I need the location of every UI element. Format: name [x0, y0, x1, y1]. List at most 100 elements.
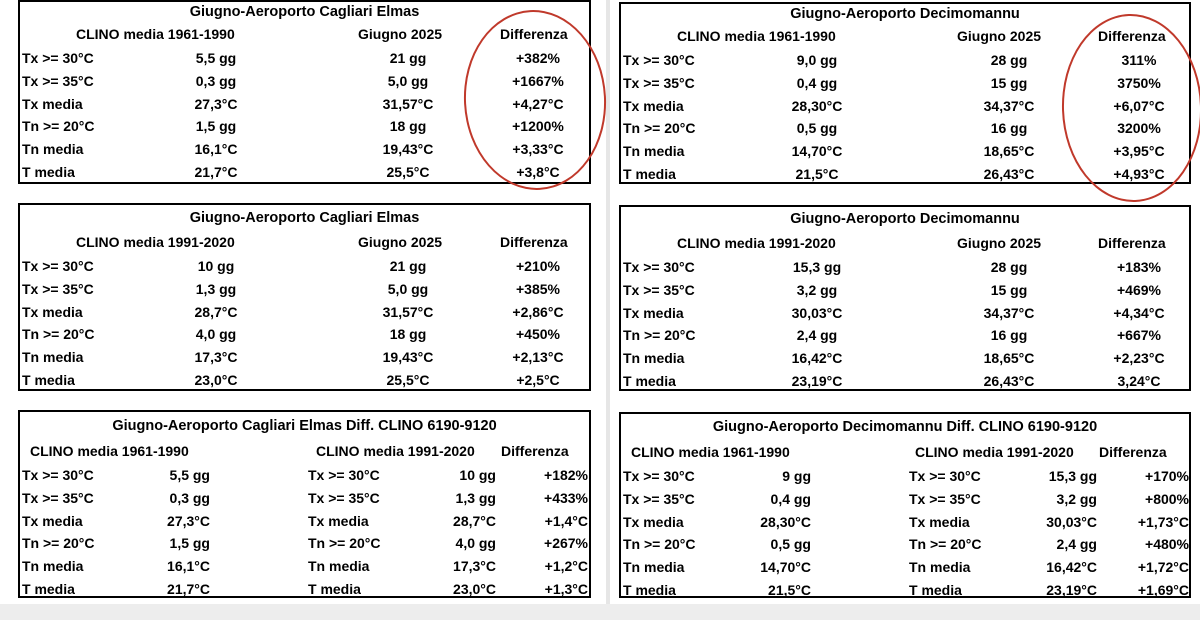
giugno-value: 34,37°C: [983, 97, 1035, 114]
table-row: Tn >= 20°C 0,5 gg Tn >= 20°C 2,4 gg +480%: [621, 533, 1189, 555]
clino-1991-value: 30,03°C: [1046, 513, 1097, 530]
row-label: T media: [22, 164, 75, 180]
table-row: Tn media 14,70°C 18,65°C +3,95°C: [621, 140, 1189, 162]
row-label: T media: [623, 166, 676, 182]
page-divider: [606, 0, 610, 620]
differenza-value: 311%: [1121, 52, 1157, 68]
row-label: Tx >= 30°C: [22, 50, 94, 66]
row-label-1991: Tn >= 20°C: [909, 536, 982, 553]
differenza-value: +3,33°C: [512, 141, 564, 158]
table-row: Tn >= 20°C 1,5 gg 18 gg +1200%: [20, 115, 589, 137]
table-row: Tx media 28,30°C Tx media 30,03°C +1,73°C: [621, 511, 1189, 533]
clino-1961-value: 9 gg: [782, 468, 811, 484]
table-row: Tn media 16,1°C Tn media 17,3°C +1,2°C: [20, 555, 589, 577]
clino-1961-value: 27,3°C: [167, 512, 210, 529]
table-cagliari-1991-2020: Giugno-Aeroporto Cagliari Elmas CLINO me…: [18, 203, 591, 391]
clino-value: 21,5°C: [795, 166, 839, 182]
row-label: Tx >= 35°C: [22, 72, 94, 89]
header-giugno: Giugno 2025: [957, 28, 1042, 44]
clino-value: 0,4 gg: [796, 74, 838, 91]
table-row: Tn >= 20°C 4,0 gg 18 gg +450%: [20, 323, 589, 345]
differenza-value: +382%: [516, 50, 560, 66]
clino-value: 1,3 gg: [195, 280, 237, 297]
table-row: Tx media 28,7°C 31,57°C +2,86°C: [20, 301, 589, 323]
row-label-1961: T media: [22, 581, 75, 597]
header-differenza: Differenza: [501, 443, 569, 459]
differenza-value: +170%: [1145, 468, 1189, 484]
row-label: T media: [623, 373, 676, 389]
differenza-value: +3,8°C: [516, 164, 560, 180]
row-label: Tx media: [22, 95, 83, 112]
table-row: Tn media 16,1°C 19,43°C +3,33°C: [20, 138, 589, 160]
header-clino: CLINO media 1961-1990: [677, 28, 836, 44]
table-row: T media 21,5°C 26,43°C +4,93°C: [621, 163, 1189, 185]
clino-value: 28,7°C: [194, 303, 238, 320]
differenza-value: +182%: [544, 467, 588, 483]
giugno-value: 26,43°C: [983, 166, 1035, 182]
table-decimomannu-diff-clino: Giugno-Aeroporto Decimomannu Diff. CLINO…: [619, 412, 1191, 598]
giugno-value: 16 gg: [990, 120, 1028, 137]
clino-1991-value: 1,3 gg: [455, 489, 496, 506]
differenza-value: +2,86°C: [512, 303, 564, 320]
clino-value: 30,03°C: [791, 304, 843, 321]
table-row: Tx >= 30°C 5,5 gg 21 gg +382%: [20, 47, 589, 69]
row-label-1961: Tx >= 30°C: [22, 467, 94, 483]
row-label: Tn >= 20°C: [623, 327, 696, 344]
table-row: T media 21,7°C T media 23,0°C +1,3°C: [20, 578, 589, 600]
clino-value: 2,4 gg: [796, 327, 838, 344]
giugno-value: 28 gg: [990, 259, 1028, 275]
row-label: Tx >= 30°C: [623, 259, 695, 275]
differenza-value: +1,2°C: [544, 558, 588, 575]
clino-value: 17,3°C: [194, 349, 238, 366]
differenza-value: +4,27°C: [512, 95, 564, 112]
giugno-value: 28 gg: [990, 52, 1028, 68]
table-row: Tn >= 20°C 0,5 gg 16 gg 3200%: [621, 117, 1189, 139]
row-label-1991: Tx >= 35°C: [909, 490, 981, 507]
giugno-value: 19,43°C: [382, 141, 434, 158]
differenza-value: +3,95°C: [1113, 143, 1165, 160]
clino-value: 28,30°C: [791, 97, 843, 114]
row-label: Tn >= 20°C: [623, 120, 696, 137]
differenza-value: +1,69°C: [1137, 582, 1189, 598]
row-label: Tn media: [22, 349, 84, 366]
clino-1961-value: 0,3 gg: [169, 489, 210, 506]
clino-1991-value: 23,19°C: [1046, 582, 1097, 598]
giugno-value: 16 gg: [990, 327, 1028, 344]
clino-1991-value: 3,2 gg: [1056, 490, 1097, 507]
clino-1961-value: 0,5 gg: [770, 536, 811, 553]
giugno-value: 21 gg: [389, 258, 427, 274]
giugno-value: 31,57°C: [382, 303, 434, 320]
giugno-value: 5,0 gg: [387, 280, 429, 297]
table-row: Tx media 30,03°C 34,37°C +4,34°C: [621, 302, 1189, 324]
row-label-1961: Tn >= 20°C: [623, 536, 696, 553]
row-label: Tx >= 30°C: [22, 258, 94, 274]
row-label: Tx >= 35°C: [623, 281, 695, 298]
table-row: T media 23,19°C 26,43°C 3,24°C: [621, 370, 1189, 392]
clino-value: 15,3 gg: [792, 259, 842, 275]
table-row: Tn >= 20°C 1,5 gg Tn >= 20°C 4,0 gg +267%: [20, 532, 589, 554]
clino-value: 0,5 gg: [796, 120, 838, 137]
clino-value: 9,0 gg: [796, 52, 838, 68]
giugno-value: 34,37°C: [983, 304, 1035, 321]
differenza-value: +1200%: [512, 118, 564, 135]
table-row: Tn >= 20°C 2,4 gg 16 gg +667%: [621, 324, 1189, 346]
clino-value: 23,19°C: [791, 373, 843, 389]
differenza-value: +6,07°C: [1113, 97, 1165, 114]
clino-1961-value: 16,1°C: [167, 558, 210, 575]
differenza-value: +480%: [1145, 536, 1189, 553]
row-label-1991: T media: [308, 581, 361, 597]
header-clino-1961-1990: CLINO media 1961-1990: [631, 444, 790, 460]
row-label-1961: Tn >= 20°C: [22, 535, 95, 552]
differenza-value: +4,93°C: [1113, 166, 1165, 182]
table-title: Giugno-Aeroporto Cagliari Elmas: [189, 210, 420, 226]
header-differenza: Differenza: [1098, 235, 1166, 251]
row-label-1961: Tx >= 30°C: [623, 468, 695, 484]
clino-1991-value: 23,0°C: [453, 581, 496, 597]
row-label-1991: Tn media: [308, 558, 370, 575]
giugno-value: 18,65°C: [983, 143, 1035, 160]
row-label: Tn media: [22, 141, 84, 158]
row-label-1991: Tn media: [909, 559, 971, 576]
row-label-1991: Tx >= 35°C: [308, 489, 380, 506]
header-giugno: Giugno 2025: [358, 26, 443, 42]
header-differenza: Differenza: [1099, 444, 1167, 460]
